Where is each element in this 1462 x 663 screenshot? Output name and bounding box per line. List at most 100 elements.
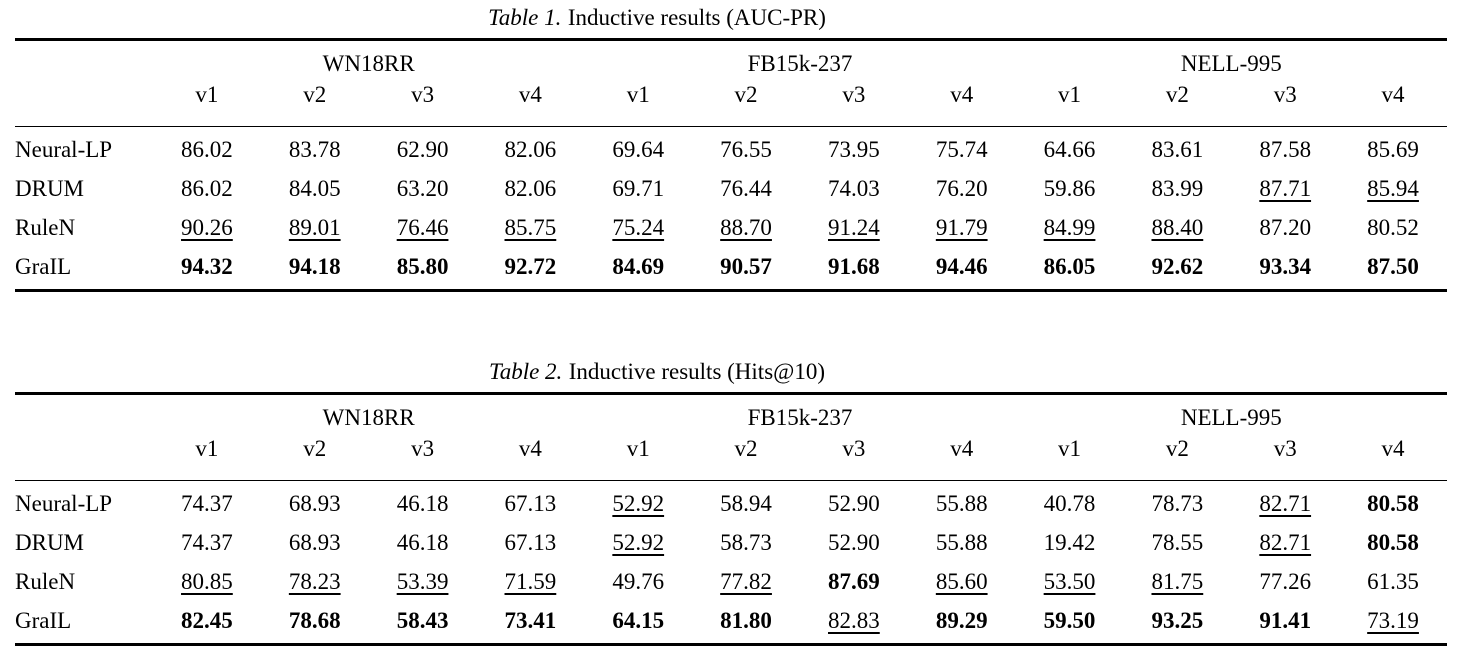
value-text: 53.39 [396, 569, 449, 594]
value-cell: 77.26 [1231, 562, 1339, 601]
version-header: v3 [799, 432, 908, 481]
value-text: 85.80 [396, 254, 449, 279]
value-text: 76.55 [720, 137, 772, 162]
value-text: 91.24 [828, 215, 880, 240]
value-cell: 59.50 [1016, 601, 1124, 645]
value-text: 80.85 [181, 569, 233, 594]
value-cell: 89.01 [261, 208, 369, 247]
value-cell: 92.62 [1123, 247, 1231, 291]
value-cell: 68.93 [261, 481, 369, 524]
value-text: 74.03 [828, 176, 880, 201]
version-header: v4 [476, 78, 585, 127]
value-text: 69.64 [612, 137, 665, 162]
value-cell: 52.90 [800, 523, 908, 562]
table-row: GraIL 82.45 78.68 58.43 73.41 64.15 81.80 82.83… [15, 601, 1447, 645]
value-text: 80.58 [1367, 530, 1419, 555]
value-cell: 82.06 [476, 169, 584, 208]
value-text: 91.68 [828, 254, 880, 279]
value-cell: 61.35 [1339, 562, 1447, 601]
value-text: 76.44 [720, 176, 772, 201]
value-cell: 53.50 [1016, 562, 1124, 601]
value-text: 76.20 [935, 176, 988, 201]
value-cell: 87.71 [1231, 169, 1339, 208]
value-text: 91.79 [935, 215, 988, 240]
value-cell: 73.19 [1339, 601, 1447, 645]
value-cell: 76.44 [692, 169, 800, 208]
value-cell: 94.32 [153, 247, 261, 291]
value-cell: 87.20 [1231, 208, 1339, 247]
value-cell: 64.66 [1016, 127, 1124, 170]
value-cell: 59.86 [1016, 169, 1124, 208]
value-text: 80.58 [1367, 491, 1419, 516]
value-text: 55.88 [935, 491, 988, 516]
value-text: 82.45 [181, 608, 233, 633]
version-header: v2 [260, 78, 369, 127]
value-cell: 80.58 [1339, 523, 1447, 562]
value-text: 73.19 [1367, 608, 1419, 633]
version-header: v1 [153, 432, 261, 481]
value-cell: 58.43 [369, 601, 477, 645]
value-text: 52.90 [828, 530, 880, 555]
value-text: 84.69 [612, 254, 665, 279]
method-label: DRUM [15, 176, 85, 201]
value-cell: 74.37 [153, 481, 261, 524]
corner-cell [15, 40, 153, 79]
value-text: 86.05 [1043, 254, 1096, 279]
table-row: DRUM 86.02 84.05 63.20 82.06 69.71 76.44 74.03 7… [15, 169, 1447, 208]
value-cell: 82.83 [800, 601, 908, 645]
value-cell: 83.61 [1123, 127, 1231, 170]
value-text: 74.37 [181, 491, 233, 516]
value-cell: 94.46 [908, 247, 1016, 291]
value-text: 94.46 [935, 254, 988, 279]
value-cell: 78.23 [261, 562, 369, 601]
value-text: 67.13 [504, 530, 557, 555]
version-header: v1 [1015, 432, 1124, 481]
value-text: 85.75 [504, 215, 557, 240]
dataset-group-header: WN18RR [322, 405, 415, 430]
value-text: 82.71 [1259, 530, 1312, 555]
version-header: v2 [1123, 78, 1232, 127]
version-header: v2 [692, 78, 800, 127]
value-text: 75.24 [612, 215, 665, 240]
version-header: v3 [799, 78, 908, 127]
table1-caption-label: Table 1. [488, 5, 562, 30]
value-text: 94.32 [181, 254, 233, 279]
value-cell: 81.75 [1123, 562, 1231, 601]
value-text: 78.23 [288, 569, 341, 594]
value-cell: 94.18 [261, 247, 369, 291]
table-row: GraIL 94.32 94.18 85.80 92.72 84.69 90.57 91.68… [15, 247, 1447, 291]
value-cell: 91.68 [800, 247, 908, 291]
value-text: 78.73 [1151, 491, 1204, 516]
value-cell: 73.41 [476, 601, 584, 645]
value-cell: 88.40 [1123, 208, 1231, 247]
value-text: 81.80 [720, 608, 772, 633]
method-label: GraIL [15, 254, 72, 279]
value-cell: 58.73 [692, 523, 800, 562]
value-cell: 84.69 [584, 247, 692, 291]
dataset-group-header: NELL-995 [1180, 51, 1282, 76]
value-text: 82.83 [828, 608, 880, 633]
value-text: 73.41 [504, 608, 557, 633]
value-text: 64.15 [612, 608, 665, 633]
value-cell: 52.92 [584, 481, 692, 524]
table2-caption: Table 2. Inductive results (Hits@10) [0, 358, 1462, 386]
dataset-group-header: FB15k-237 [747, 51, 853, 76]
value-text: 85.60 [935, 569, 988, 594]
version-header: v2 [260, 432, 369, 481]
value-text: 46.18 [396, 530, 449, 555]
value-text: 75.74 [935, 137, 988, 162]
value-cell: 86.02 [153, 169, 261, 208]
value-text: 90.26 [181, 215, 233, 240]
value-cell: 69.71 [584, 169, 692, 208]
value-cell: 78.73 [1123, 481, 1231, 524]
value-text: 58.94 [720, 491, 772, 516]
value-text: 94.18 [288, 254, 341, 279]
value-text: 61.35 [1367, 569, 1419, 594]
value-text: 85.69 [1367, 137, 1419, 162]
value-text: 63.20 [396, 176, 449, 201]
value-text: 86.02 [181, 176, 233, 201]
value-text: 86.02 [181, 137, 233, 162]
value-cell: 73.95 [800, 127, 908, 170]
value-cell: 92.72 [476, 247, 584, 291]
value-cell: 84.99 [1016, 208, 1124, 247]
